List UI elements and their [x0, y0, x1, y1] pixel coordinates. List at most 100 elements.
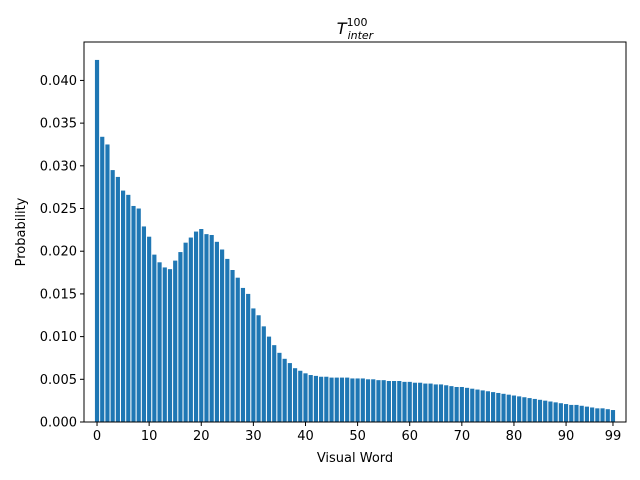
bar-27 [235, 277, 240, 422]
bar-67 [444, 385, 449, 422]
bar-30 [251, 308, 256, 422]
bar-61 [412, 382, 418, 422]
bar-54 [376, 380, 381, 422]
bar-58 [397, 381, 402, 422]
bar-23 [214, 241, 219, 422]
bar-81 [517, 396, 522, 422]
bar-86 [543, 400, 548, 422]
x-tick-label: 90 [558, 429, 575, 444]
bar-28 [240, 287, 246, 422]
bar-37 [287, 363, 292, 422]
chart-title: T100 inter [337, 16, 375, 42]
bar-80 [511, 395, 517, 422]
bar-82 [522, 397, 527, 422]
bar-43 [319, 376, 324, 422]
bar-55 [381, 380, 386, 422]
bar-77 [496, 392, 501, 422]
x-axis-ticks: 0 10 20 30 40 50 60 70 80 90 99 [93, 422, 621, 444]
bar-15 [173, 260, 178, 422]
bar-47 [339, 377, 345, 422]
bar-4 [115, 176, 120, 422]
bar-95 [590, 407, 595, 422]
bar-87 [548, 401, 553, 422]
bar-44 [324, 376, 329, 422]
x-tick-label: 80 [506, 429, 523, 444]
bar-84 [532, 398, 537, 422]
x-tick-label: 99 [605, 429, 622, 444]
bar-98 [605, 409, 610, 422]
bar-48 [345, 377, 350, 422]
bar-29 [246, 293, 251, 422]
bar-66 [438, 384, 444, 422]
bar-92 [574, 404, 579, 422]
bar-63 [423, 383, 428, 422]
bar-94 [584, 406, 589, 422]
x-tick-label: 10 [141, 429, 158, 444]
bar-46 [334, 377, 339, 422]
y-tick-label: 0.015 [40, 287, 77, 302]
bar-64 [428, 383, 433, 422]
bar-0 [94, 59, 100, 423]
bar-36 [282, 358, 287, 422]
bar-8 [136, 208, 141, 422]
bar-11 [152, 254, 157, 422]
bar-32 [261, 326, 266, 422]
x-tick-label: 60 [401, 429, 418, 444]
y-axis-ticks: 0.000 0.005 0.010 0.015 0.020 0.025 0.030 0.035… [40, 74, 84, 431]
bar-22 [209, 234, 214, 422]
bar-68 [449, 386, 454, 422]
bar-93 [579, 405, 584, 422]
bar-74 [480, 390, 485, 422]
title-base: T [337, 19, 348, 38]
bar-25 [225, 258, 230, 422]
bar-71 [464, 387, 470, 422]
y-tick-label: 0.040 [40, 74, 77, 89]
bar-90 [563, 404, 569, 422]
title-subscript: inter [348, 29, 375, 42]
bar-34 [272, 345, 277, 422]
bar-97 [600, 408, 605, 422]
bar-26 [230, 270, 235, 422]
bar-83 [527, 398, 532, 422]
bar-76 [491, 392, 496, 422]
bar-52 [365, 379, 371, 422]
bar-6 [126, 194, 131, 422]
bar-31 [256, 315, 261, 422]
bar-45 [329, 377, 334, 422]
bar-17 [183, 242, 188, 422]
bar-24 [220, 249, 225, 422]
bar-59 [402, 381, 407, 422]
bar-91 [569, 404, 574, 422]
bar-41 [308, 375, 313, 422]
bar-series [94, 59, 616, 423]
x-tick-label: 30 [245, 429, 262, 444]
y-tick-label: 0.005 [40, 373, 77, 388]
y-tick-label: 0.000 [40, 416, 77, 431]
y-axis-label: Probability [14, 197, 29, 266]
bar-9 [141, 226, 147, 422]
x-tick-label: 40 [297, 429, 314, 444]
title-superscript: 100 [347, 16, 368, 29]
bar-13 [162, 267, 167, 422]
bar-96 [595, 408, 600, 422]
bar-49 [350, 378, 355, 422]
bar-65 [433, 384, 438, 422]
bar-88 [553, 402, 558, 422]
bar-79 [506, 394, 511, 422]
y-tick-label: 0.010 [40, 330, 77, 345]
y-tick-label: 0.030 [40, 159, 77, 174]
y-tick-label: 0.035 [40, 117, 77, 132]
bar-40 [303, 373, 308, 422]
bar-99 [610, 410, 616, 422]
bar-2 [105, 144, 110, 422]
x-tick-label: 20 [193, 429, 210, 444]
bar-60 [407, 381, 412, 422]
bar-62 [418, 382, 423, 422]
x-tick-label: 70 [454, 429, 471, 444]
bar-75 [485, 391, 490, 422]
y-tick-label: 0.020 [40, 245, 77, 260]
bar-57 [392, 381, 397, 422]
bar-5 [121, 190, 126, 422]
bar-35 [277, 352, 282, 422]
